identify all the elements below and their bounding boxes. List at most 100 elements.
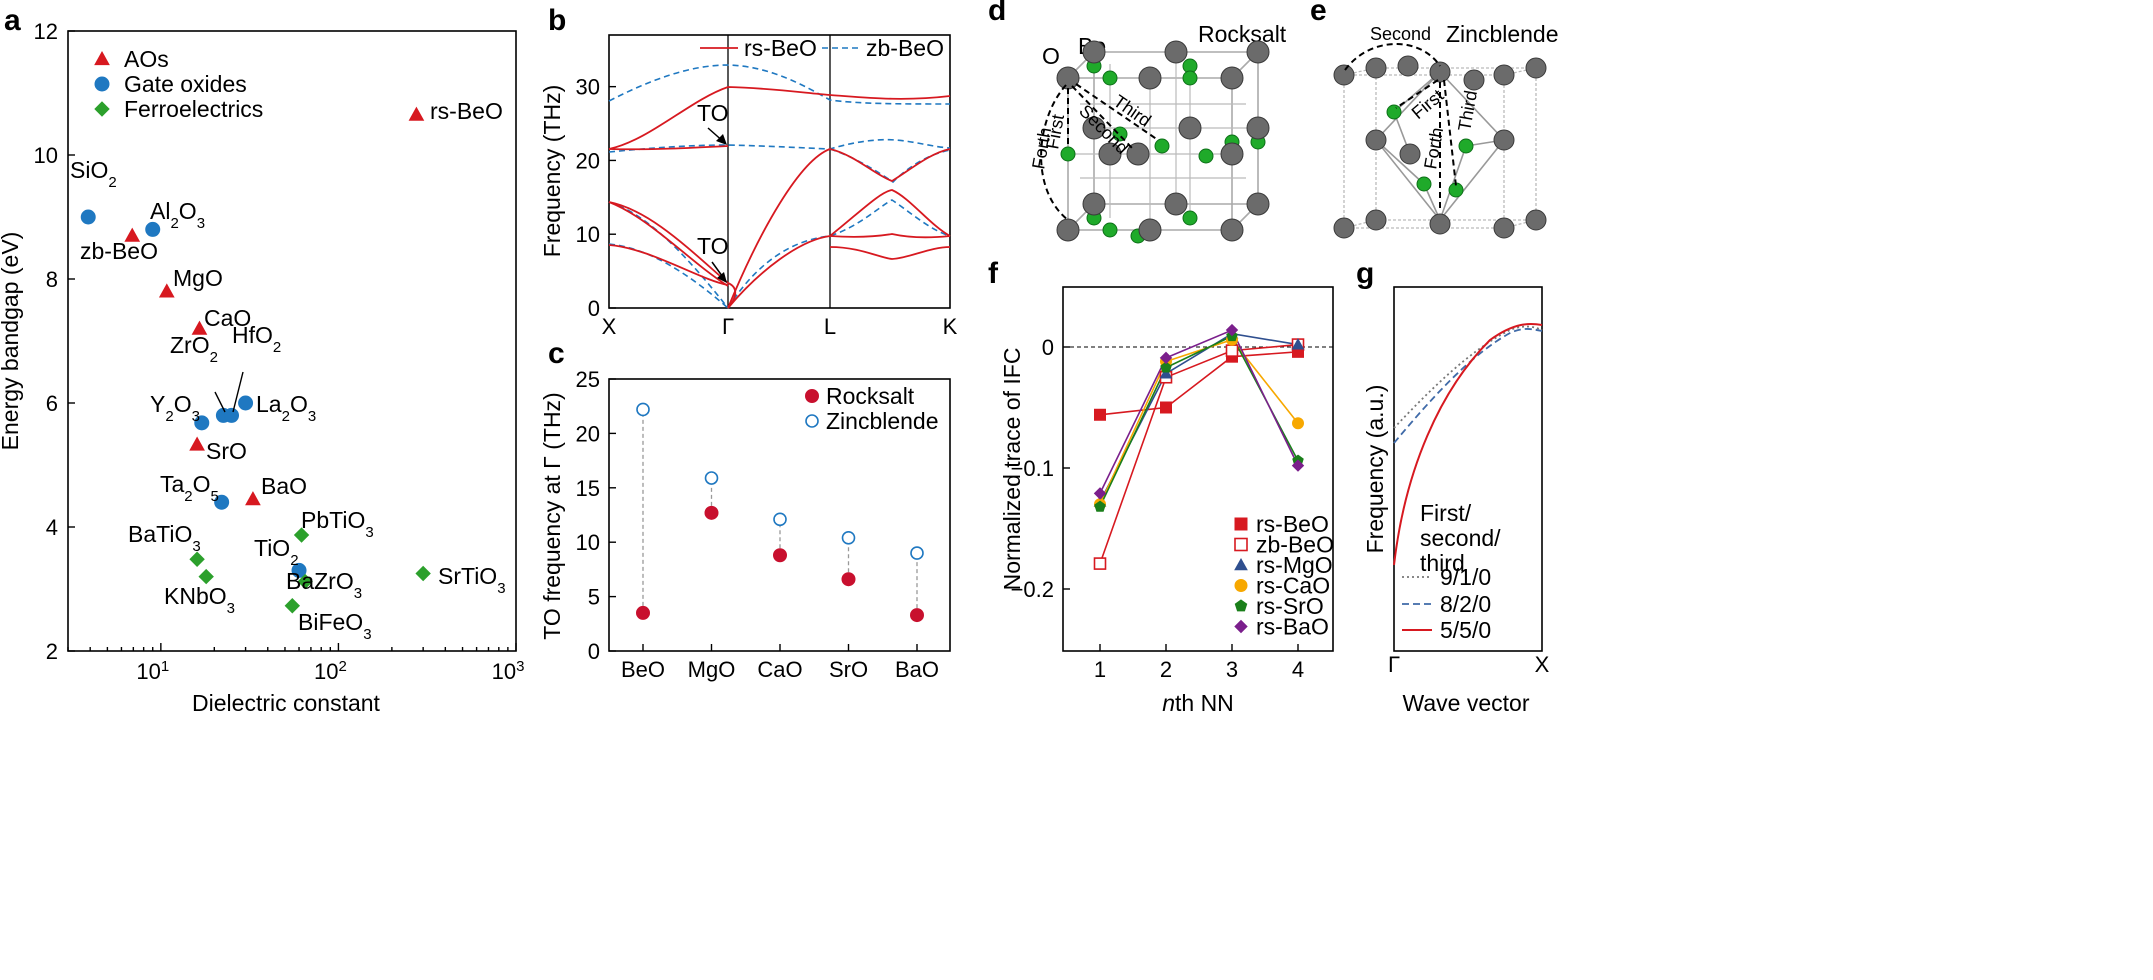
panel-g-axes-frame: [1393, 286, 1543, 652]
panel-f-x-axis-prefix: n: [1162, 690, 1175, 716]
rocksalt-o-atom: [1246, 40, 1270, 64]
a-legend-label: Gate oxides: [124, 71, 247, 97]
a-y-tick-label: 2: [46, 639, 58, 664]
c-zincblende-point: [841, 531, 856, 545]
a-point-knbo3: [198, 568, 214, 585]
rs-beo-branch: [608, 201, 737, 309]
f-legend-marker-rs-cao: [1234, 579, 1248, 592]
rocksalt-o-atom: [1082, 40, 1106, 64]
rocksalt-o-atom: [1138, 66, 1162, 90]
g-legend-title-1: First/: [1420, 500, 1472, 526]
panel-f-x-ticks: 1 2 3 4: [1094, 644, 1304, 682]
c-rocksalt-point: [704, 505, 719, 520]
text-part: MgO: [173, 265, 223, 291]
zincblende-host-atom: [1463, 69, 1485, 91]
c-rocksalt-point: [841, 572, 856, 587]
rs-beo-branch: [608, 244, 729, 286]
a-label-ta: Ta2O5: [160, 471, 219, 505]
panel-g-label: g: [1356, 257, 1374, 290]
panel-c-y-axis-label: TO frequency at Γ (THz): [539, 392, 565, 639]
zincblende-host-atom: [1429, 213, 1451, 235]
zincblende-be-atom: [1458, 138, 1474, 154]
c-x-tick-label: BaO: [895, 657, 939, 682]
f-legend-label-rs-sro: rs-SrO: [1256, 593, 1324, 619]
zb-third-arrow: [1443, 79, 1457, 187]
zb-beo-branch: [727, 199, 951, 309]
text-part: SiO: [70, 157, 108, 183]
panel-g-curves: [1393, 322, 1543, 566]
zincblende-bond: [1439, 139, 1505, 221]
f-line-rs-beo: [1099, 351, 1299, 416]
rocksalt-o-atom: [1056, 66, 1080, 90]
a-y-tick-label: 4: [46, 515, 58, 540]
a-x-tick-label: 103: [492, 658, 525, 685]
panel-f-axes-frame: [1062, 286, 1334, 652]
f-point-zb-beo: [1093, 557, 1107, 570]
panel-b-y-ticks: 0 10 20 30: [576, 75, 616, 321]
text-part: 10: [314, 659, 338, 684]
f-legend-marker-zb-beo: [1234, 537, 1248, 552]
f-point-rs-bao: [1159, 351, 1173, 365]
panel-b-label: b: [548, 4, 566, 37]
b-y-tick-label: 20: [576, 148, 600, 173]
a-point-rs-beo: [408, 106, 425, 121]
superscript: 3: [516, 658, 524, 675]
b-x-tick-label: Γ: [722, 314, 734, 339]
panel-g-y-axis-label: Frequency (a.u.): [1362, 385, 1388, 554]
panel-f-ifc-trace: f 0 −0.1 −0.2 1 2 3 4 Normalized trace of IFC…: [988, 257, 1334, 716]
panel-f-y-axis-label: Normalized trace of IFC: [999, 348, 1025, 591]
zincblende-host-atom: [1365, 129, 1387, 151]
zincblende-neighbor-arrows: [1344, 43, 1457, 210]
panel-f-x-axis-label: nth NN: [1162, 690, 1234, 716]
f-point-rs-cao: [1292, 417, 1304, 430]
text-part: 10: [136, 659, 160, 684]
a-y-tick-label: 12: [34, 19, 58, 44]
zb-beo-branch: [608, 138, 951, 153]
a-point-batio3: [189, 551, 205, 567]
panel-b-annotations: TO TO: [697, 100, 729, 283]
text-part: PbTiO: [301, 507, 365, 533]
rs-beo-branch: [727, 189, 951, 309]
rocksalt-o-atom: [1098, 142, 1122, 166]
panel-a-y-ticks: 2 4 6 8 10 12: [34, 19, 75, 664]
f-line-rs-bao: [1099, 329, 1299, 494]
c-y-tick-label: 5: [588, 585, 600, 610]
subscript: 3: [197, 215, 205, 232]
zb-beo-legend-label: zb-BeO: [866, 35, 944, 61]
text-part: HfO: [232, 322, 273, 348]
rocksalt-o-atom: [1178, 116, 1202, 140]
rocksalt-neighbor-arrows: [1040, 83, 1159, 221]
subscript: 3: [192, 408, 200, 425]
text-part: O: [290, 391, 308, 417]
rs-beo-legend-label: rs-BeO: [744, 35, 817, 61]
rocksalt-be-atom: [1182, 70, 1198, 86]
atom-o-label: O: [1042, 43, 1060, 69]
rocksalt-be-atom: [1060, 146, 1076, 162]
rs-beo-branch: [727, 148, 951, 309]
to-annotation-bottom: TO: [697, 233, 729, 259]
rocksalt-o-atom: [1220, 218, 1244, 242]
zb-beo-branches: [608, 64, 951, 309]
g-legend-label-8-2-0: 8/2/0: [1440, 591, 1491, 617]
text-part: BaO: [261, 473, 307, 499]
zincblende-host-atom: [1429, 61, 1451, 83]
panel-c-x-ticks: BeO MgO CaO SrO BaO: [621, 644, 939, 682]
c-zincblende-point: [910, 546, 924, 560]
text-part: CaO: [204, 305, 251, 331]
text-part: BaZrO: [286, 568, 354, 594]
a-label-bifeo: BiFeO3: [298, 609, 372, 643]
b-y-tick-label: 0: [588, 296, 600, 321]
text-part: O: [193, 471, 211, 497]
text-part: ZrO: [170, 332, 210, 358]
text-part: TiO: [254, 535, 290, 561]
zincblende-host-atom: [1333, 217, 1355, 239]
subscript: 3: [363, 626, 371, 643]
rocksalt-be-atom: [1198, 148, 1214, 164]
f-point-rs-sro: [1094, 500, 1106, 512]
panel-b-phonon-dispersion: b 0 10 20 30 X Γ L K Frequency (THz): [539, 4, 958, 339]
zincblende-host-atom: [1365, 209, 1387, 231]
curve-8-2-0: [1393, 328, 1543, 444]
g-legend-label-5-5-0: 5/5/0: [1440, 617, 1491, 643]
rocksalt-o-atom: [1126, 142, 1150, 166]
